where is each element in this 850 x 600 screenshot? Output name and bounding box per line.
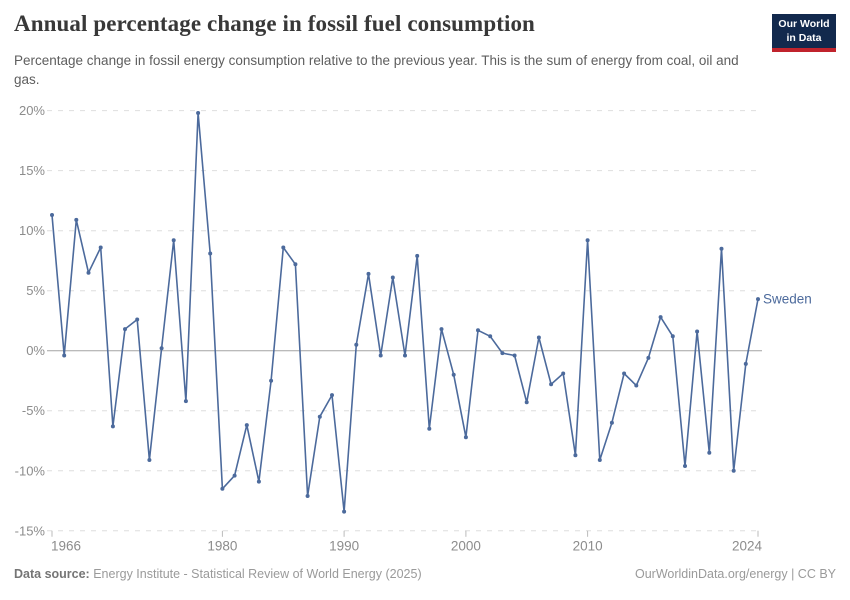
data-point [378, 353, 383, 358]
y-axis-label: -15% [15, 523, 46, 538]
data-point [159, 346, 164, 351]
data-point [634, 383, 639, 388]
page-title: Annual percentage change in fossil fuel … [14, 11, 535, 36]
entity-label[interactable]: Sweden [763, 292, 812, 307]
x-axis-label: 1980 [207, 538, 237, 553]
y-axis-label: 15% [19, 163, 45, 178]
x-axis-label: 2010 [573, 538, 603, 553]
owid-logo-line2: in Data [786, 31, 822, 44]
data-point [208, 251, 213, 256]
data-point [220, 486, 225, 491]
chart-subtitle: Percentage change in fossil energy consu… [14, 53, 739, 88]
data-point [62, 353, 67, 358]
data-point [683, 464, 687, 468]
attribution-link[interactable]: OurWorldinData.org/energy | CC BY [634, 567, 836, 581]
x-axis-label: 2000 [451, 538, 481, 553]
data-point [476, 328, 480, 333]
y-axis-label: 10% [19, 223, 45, 238]
data-point [196, 111, 201, 115]
data-point [123, 327, 127, 332]
y-axis-label: -10% [15, 463, 46, 478]
data-point [281, 245, 286, 250]
data-point [707, 450, 712, 455]
data-point [743, 361, 748, 366]
owid-logo[interactable]: Our World in Data [772, 14, 836, 53]
data-point [731, 468, 736, 473]
data-point [561, 371, 566, 376]
data-point [50, 213, 54, 217]
data-point [354, 342, 359, 347]
data-point [609, 420, 614, 425]
y-axis-label: 5% [26, 283, 45, 298]
y-axis-label: -5% [22, 403, 46, 418]
data-point [488, 334, 493, 339]
x-axis-label: 1966 [51, 538, 81, 553]
data-point [670, 334, 675, 339]
data-point [427, 426, 432, 431]
data-source-text: Energy Institute - Statistical Review of… [93, 567, 422, 581]
data-point [342, 509, 347, 514]
data-point [317, 414, 322, 419]
data-point [244, 423, 249, 428]
data-point [110, 424, 115, 429]
data-point [585, 238, 590, 243]
data-point [622, 371, 627, 376]
data-point [719, 246, 724, 251]
data-point [439, 327, 444, 332]
data-point [183, 399, 188, 404]
x-axis-label: 1990 [329, 538, 359, 553]
y-axis-label: 0% [26, 343, 45, 358]
data-point [330, 393, 334, 398]
data-point [256, 479, 261, 484]
data-point [403, 353, 407, 358]
data-point [171, 238, 176, 243]
data-point [573, 453, 578, 458]
data-point [98, 245, 103, 250]
chart-footer: Data source: Energy Institute - Statisti… [14, 567, 836, 581]
data-point [74, 217, 79, 222]
data-point [390, 275, 395, 280]
data-point [463, 435, 468, 440]
data-point [695, 329, 700, 334]
data-point [512, 353, 517, 358]
data-point [524, 400, 529, 405]
data-point [646, 355, 651, 360]
x-axis-label: 2024 [732, 538, 763, 553]
data-point [135, 317, 140, 322]
data-point [597, 458, 602, 462]
y-axis-label: 20% [19, 103, 45, 118]
series-line [51, 112, 759, 513]
data-source-label: Data source: [14, 567, 90, 581]
data-point [86, 270, 91, 275]
data-point [366, 271, 371, 276]
data-point [293, 262, 298, 267]
data-point [756, 297, 760, 302]
data-point [147, 458, 152, 462]
owid-logo-line1: Our World [778, 18, 830, 30]
data-point [232, 473, 237, 478]
data-source: Data source: Energy Institute - Statisti… [14, 567, 422, 581]
data-point [451, 372, 456, 377]
data-point [415, 253, 420, 258]
data-point [658, 315, 663, 320]
data-point [549, 382, 554, 387]
data-point [269, 378, 274, 383]
data-point [305, 494, 310, 498]
data-point [536, 335, 541, 340]
data-point [500, 351, 505, 356]
